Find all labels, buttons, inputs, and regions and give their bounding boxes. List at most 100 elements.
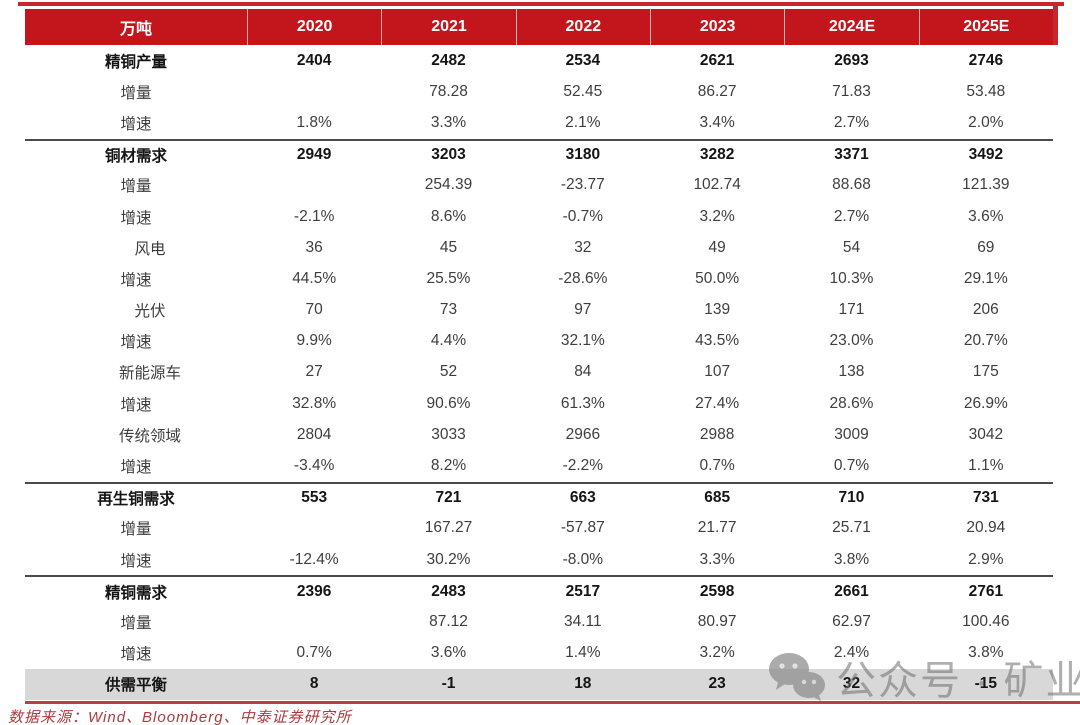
table-row: 新能源车 27 52 84 107 138 175 [25,357,1053,388]
row-label: 增速 [120,115,152,133]
row-label: 新能源车 [118,365,181,383]
value-cell: 0.7% [833,457,870,475]
value-cell: 32 [842,675,861,693]
value-cell: 21.77 [697,519,737,537]
row-label: 增速 [120,459,152,477]
year-header-cell: 2021 [381,9,515,45]
value-cell: 721 [435,489,462,507]
value-cell: 71.83 [832,82,871,100]
value-cell: 3180 [565,146,601,164]
value-cell: 52 [439,363,458,381]
value-cell: 8 [309,675,319,693]
row-label: 传统领域 [118,427,181,445]
value-cell: 2534 [565,51,601,69]
table-row: 增速 -3.4% 8.2% -2.2% 0.7% 0.7% 1.1% [25,450,1053,481]
value-cell: 97 [574,301,592,319]
value-cell: 2966 [565,425,601,443]
value-cell: 100.46 [962,612,1010,630]
value-cell: 1.8% [296,113,332,131]
value-cell: -1 [441,675,456,693]
year-header-cell: 2024E [784,9,918,45]
value-cell: 49 [708,238,726,256]
value-cell: 167.27 [424,519,473,537]
value-cell: 86.27 [697,82,737,100]
value-cell: 3.6% [968,207,1004,225]
data-source-note: 数据来源：Wind、Bloomberg、中泰证券研究所 [8,709,352,725]
value-cell: 206 [972,301,999,319]
table-row: 供需平衡 8 -1 18 23 32 -15 [25,668,1053,700]
value-cell: 553 [301,489,328,507]
value-cell: 3.3% [430,113,467,131]
value-cell: 1.4% [565,644,601,662]
value-cell: 102.74 [693,176,741,194]
value-cell: 78.28 [429,82,468,100]
value-cell: 80.97 [697,612,737,630]
value-cell: 2.7% [833,113,870,131]
value-cell: 73 [439,301,458,319]
value-cell: 27 [305,363,323,381]
value-cell: 8.6% [430,207,467,225]
value-cell: 2598 [699,582,735,600]
value-cell: 62.97 [832,612,871,630]
row-label: 增速 [120,646,152,664]
value-cell: 731 [972,489,999,507]
table-row: 增量 87.12 34.11 80.97 62.97 100.46 [25,606,1053,637]
value-cell: 2404 [296,51,332,69]
year-header-cell: 2025E [918,9,1053,45]
value-cell: 30.2% [426,550,471,568]
value-cell: 1.1% [968,457,1004,475]
value-cell [247,513,381,544]
value-cell: 138 [838,363,865,381]
value-cell: 3282 [699,146,735,164]
value-cell: 3042 [968,425,1004,443]
table-row: 精铜产量 2404 2482 2534 2621 2693 2746 [25,45,1053,76]
value-cell: 20.94 [966,519,1006,537]
table-row: 增量 167.27 -57.87 21.77 25.71 20.94 [25,513,1053,544]
value-cell: 32 [574,238,592,256]
top-border-line [18,2,1064,6]
row-label: 增量 [120,178,152,196]
row-label: 再生铜需求 [97,491,175,509]
table-row: 增量 78.28 52.45 86.27 71.83 53.48 [25,76,1053,107]
row-label: 精铜产量 [104,53,167,71]
row-label: 增速 [120,271,152,289]
value-cell: 2761 [968,582,1004,600]
value-cell: 50.0% [695,269,740,287]
value-cell [247,170,381,201]
value-cell: 87.12 [429,612,468,630]
value-cell: 171 [838,301,865,319]
value-cell: 26.9% [963,394,1008,412]
value-cell: 90.6% [426,394,471,412]
bottom-border-line [25,701,1080,704]
value-cell: -2.1% [293,207,335,225]
value-cell: 32.8% [292,394,337,412]
copper-supply-demand-table: 万吨 2020 2021 2022 2023 2024E 2025E 精铜产量 2404 24… [25,9,1053,700]
value-cell: 2661 [834,582,869,600]
year-header-cell: 2020 [247,9,381,45]
year-header-cell: 2022 [515,9,650,45]
value-cell: -28.6% [558,269,608,287]
value-cell: 710 [838,489,865,507]
row-label: 增量 [120,521,152,539]
table-row: 铜材需求 2949 3203 3180 3282 3371 3492 [25,138,1053,170]
row-label: 增速 [120,396,152,414]
value-cell: 2804 [296,425,332,443]
row-label: 风电 [134,240,166,258]
value-cell: -8.0% [562,550,604,568]
value-cell: 32.1% [560,332,605,350]
value-cell: 53.48 [966,82,1006,100]
value-cell: 29.1% [963,269,1008,287]
value-cell: 69 [977,238,995,256]
value-cell: 107 [704,363,731,381]
value-cell: 3203 [431,146,466,164]
value-cell: 23.0% [829,332,874,350]
value-cell: 2482 [431,51,466,69]
value-cell: 44.5% [292,269,337,287]
value-cell: 685 [704,489,731,507]
value-cell: -3.4% [293,457,335,475]
value-cell: 2621 [699,51,735,69]
value-cell: 3033 [431,425,466,443]
value-cell: 3.6% [430,644,467,662]
value-cell [247,76,381,107]
row-label: 增速 [120,334,152,352]
